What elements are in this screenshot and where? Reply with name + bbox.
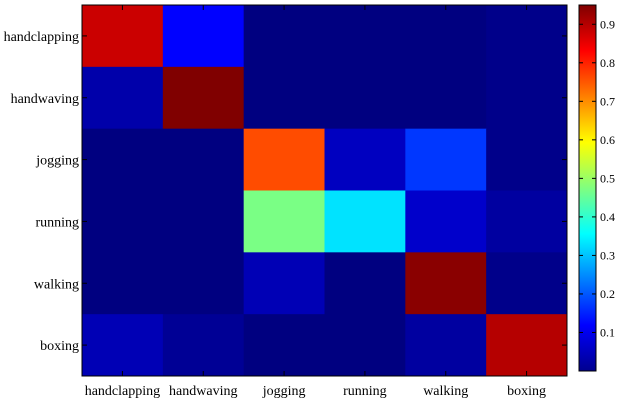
y-tick-label: walking [34, 277, 79, 292]
heatmap-cell [82, 5, 164, 68]
heatmap-cell [82, 66, 164, 130]
heatmap-cell [243, 314, 325, 377]
heatmap-cell [324, 128, 406, 191]
heatmap-cell [162, 252, 245, 315]
x-tick-label: handclapping [85, 384, 160, 399]
heatmap-cell [162, 314, 245, 377]
plot-frame [81, 4, 568, 377]
y-tick-label: running [35, 215, 79, 230]
heatmap-cell [486, 66, 568, 130]
colorbar-tick-label: 0.6 [600, 133, 615, 147]
x-tick-label: handwaving [169, 384, 237, 399]
heatmap-cell [162, 66, 245, 130]
heatmap-cell [82, 190, 164, 253]
heatmap-cell [82, 252, 164, 315]
y-axis-ticks: handclapping handwaving jogging running walk… [4, 30, 567, 354]
heatmap-cell [82, 314, 164, 377]
heatmap-cell [324, 5, 406, 68]
heatmap-cell [243, 66, 325, 130]
heatmap-cell [82, 128, 164, 191]
colorbar-ticks: 0.1 0.2 0.3 0.4 0.5 0.6 0.7 0.8 0.9 [579, 17, 615, 339]
colorbar-tick-label: 0.7 [600, 94, 615, 108]
heatmap-cell [324, 252, 406, 315]
colorbar-tick-label: 0.2 [600, 287, 615, 301]
heatmap-cell [405, 66, 487, 130]
heatmap-cell [324, 190, 406, 253]
heatmap-cell [405, 314, 487, 377]
heatmap-cell [405, 5, 487, 68]
heatmap-cell [486, 252, 568, 315]
colorbar: 0.1 0.2 0.3 0.4 0.5 0.6 0.7 0.8 0.9 [578, 4, 615, 372]
heatmap-cell [243, 128, 325, 191]
colorbar-gradient [578, 4, 597, 372]
heatmap-cell [324, 66, 406, 130]
heatmap-cells [82, 5, 568, 377]
colorbar-tick-label: 0.8 [600, 56, 615, 70]
heatmap-cell [486, 190, 568, 253]
y-tick-label: boxing [40, 339, 79, 354]
colorbar-tick-label: 0.3 [600, 248, 615, 262]
y-tick-label: jogging [35, 154, 79, 169]
x-tick-label: boxing [507, 384, 546, 399]
heatmap-cell [324, 314, 406, 377]
x-tick-label: running [343, 384, 387, 399]
heatmap-cell [486, 5, 568, 68]
colorbar-tick-label: 0.9 [600, 17, 615, 31]
heatmap-cell [405, 190, 487, 253]
heatmap-cell [486, 128, 568, 191]
heatmap-cell [243, 252, 325, 315]
y-tick-label: handclapping [4, 30, 79, 45]
colorbar-tick-label: 0.5 [600, 171, 615, 185]
heatmap-cell [162, 128, 245, 191]
heatmap-cell [405, 252, 487, 315]
x-axis-ticks: handclapping handwaving jogging running walk… [85, 5, 546, 399]
y-tick-label: handwaving [11, 92, 79, 107]
heatmap-cell [405, 128, 487, 191]
colorbar-tick-label: 0.1 [600, 325, 615, 339]
heatmap-cell [162, 190, 245, 253]
x-tick-label: jogging [262, 384, 306, 399]
heatmap-cell [486, 314, 568, 377]
heatmap-cell [243, 5, 325, 68]
colorbar-tick-label: 0.4 [600, 210, 615, 224]
heatmap-cell [162, 5, 245, 68]
heatmap-cell [243, 190, 325, 253]
x-tick-label: walking [423, 384, 468, 399]
